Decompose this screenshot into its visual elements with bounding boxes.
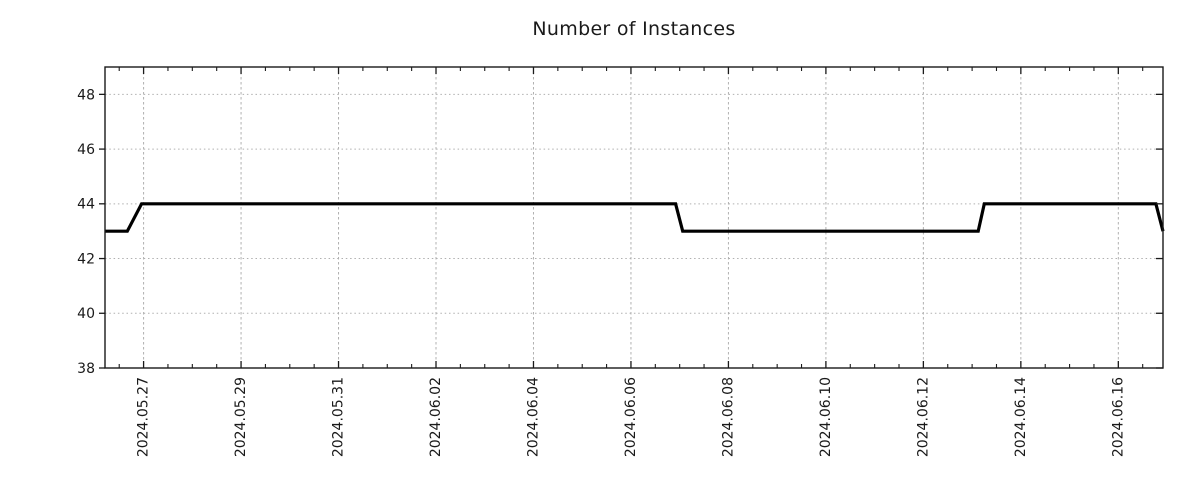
svg-text:44: 44 [77, 197, 95, 213]
grid-lines [105, 67, 1163, 368]
svg-text:2024.06.14: 2024.06.14 [1013, 377, 1029, 457]
svg-text:2024.06.16: 2024.06.16 [1110, 377, 1126, 457]
svg-text:2024.06.08: 2024.06.08 [720, 377, 736, 457]
svg-text:2024.05.31: 2024.05.31 [331, 377, 347, 457]
svg-text:2024.06.04: 2024.06.04 [525, 377, 541, 457]
chart-title: Number of Instances [532, 18, 736, 40]
svg-text:40: 40 [77, 306, 95, 322]
svg-text:2024.06.12: 2024.06.12 [915, 377, 931, 457]
svg-text:2024.05.29: 2024.05.29 [233, 377, 249, 457]
svg-text:38: 38 [77, 361, 95, 377]
svg-text:42: 42 [77, 251, 95, 267]
svg-text:2024.05.27: 2024.05.27 [136, 377, 152, 457]
svg-text:2024.06.06: 2024.06.06 [623, 377, 639, 457]
x-tick-labels: 2024.05.27 2024.05.29 2024.05.31 2024.06.02… [136, 377, 1127, 457]
svg-text:2024.06.02: 2024.06.02 [428, 377, 444, 457]
svg-text:2024.06.10: 2024.06.10 [818, 377, 834, 457]
y-tick-labels: 38 40 42 44 46 48 [77, 87, 95, 377]
svg-text:48: 48 [77, 87, 95, 103]
series-line [105, 202, 1165, 233]
plot-border [104, 66, 1164, 369]
svg-text:46: 46 [77, 142, 95, 158]
